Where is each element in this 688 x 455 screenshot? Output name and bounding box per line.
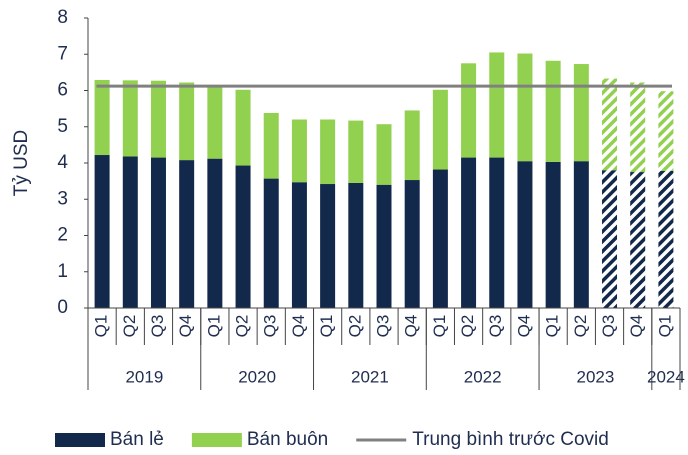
bar-segment — [517, 161, 533, 308]
bar-segment — [263, 178, 279, 308]
bar-segment — [291, 182, 307, 308]
x-tick-label: Q2 — [571, 315, 590, 338]
x-tick-label: Q4 — [176, 315, 195, 338]
y-tick-label: 4 — [57, 152, 68, 173]
group-label: 2019 — [125, 367, 163, 386]
group-label: 2020 — [238, 367, 276, 386]
bar-segment — [150, 157, 166, 308]
bar-segment — [602, 78, 618, 171]
bar-segment — [432, 169, 448, 308]
bar-segment — [658, 91, 674, 171]
bar-segment — [263, 112, 279, 179]
legend-label: Trung bình trước Covid — [412, 429, 609, 450]
bar-segment — [461, 63, 477, 158]
bar-segment — [461, 157, 477, 308]
bar-segment — [404, 180, 420, 308]
legend-swatch — [191, 433, 242, 447]
y-tick-label: 5 — [57, 116, 68, 137]
bar-segment — [179, 160, 195, 308]
bar-segment — [235, 89, 251, 166]
bar-segment — [94, 155, 110, 308]
group-label: 2023 — [577, 367, 615, 386]
group-label: 2024 — [647, 367, 685, 386]
bar-segment — [207, 158, 223, 308]
x-tick-label: Q1 — [204, 315, 223, 338]
group-label: 2022 — [464, 367, 502, 386]
bar-segment — [122, 80, 138, 157]
x-tick-label: Q1 — [92, 315, 111, 338]
x-tick-label: Q1 — [317, 315, 336, 338]
bar-segment — [602, 170, 618, 308]
bar-segment — [545, 60, 561, 162]
x-tick-label: Q3 — [599, 315, 618, 338]
x-tick-label: Q3 — [261, 315, 280, 338]
bar-segment — [94, 79, 110, 156]
bar-segment — [320, 119, 336, 185]
legend-label: Bán buôn — [247, 429, 328, 450]
y-tick-label: 0 — [57, 297, 68, 318]
bar-segment — [348, 120, 364, 183]
y-tick-label: 1 — [57, 261, 68, 282]
y-tick-label: 2 — [57, 225, 68, 246]
bar-segment — [235, 165, 251, 308]
x-tick-label: Q3 — [486, 315, 505, 338]
bar-segment — [658, 170, 674, 308]
x-tick-label: Q2 — [458, 315, 477, 338]
bar-segment — [376, 124, 392, 185]
x-tick-label: Q1 — [655, 315, 674, 338]
bar-segment — [207, 86, 223, 159]
bar-segment — [432, 89, 448, 170]
bar-segment — [348, 182, 364, 308]
x-tick-label: Q4 — [402, 315, 421, 338]
x-tick-label: Q4 — [627, 315, 646, 338]
x-tick-label: Q3 — [148, 315, 167, 338]
bar-segment — [404, 110, 420, 181]
bar-segment — [573, 161, 589, 308]
x-tick-label: Q2 — [233, 315, 252, 338]
bar-segment — [573, 64, 589, 162]
bar-segment — [291, 119, 307, 183]
y-axis-label: Tỷ USD — [11, 130, 32, 197]
x-tick-label: Q4 — [289, 315, 308, 338]
bar-segment — [179, 82, 195, 161]
bar-segment — [630, 82, 646, 173]
x-tick-label: Q1 — [430, 315, 449, 338]
x-tick-label: Q3 — [373, 315, 392, 338]
x-tick-label: Q2 — [345, 315, 364, 338]
bar-segment — [545, 161, 561, 308]
bar-segment — [122, 156, 138, 308]
y-tick-label: 7 — [57, 43, 68, 64]
y-tick-label: 6 — [57, 80, 68, 101]
bar-segment — [150, 80, 166, 158]
legend-label: Bán lẻ — [110, 429, 164, 450]
bar-segment — [489, 52, 505, 158]
bar-segment — [376, 184, 392, 308]
bar-segment — [489, 157, 505, 308]
x-tick-label: Q2 — [120, 315, 139, 338]
x-tick-label: Q1 — [543, 315, 562, 338]
group-label: 2021 — [351, 367, 389, 386]
legend-swatch — [55, 433, 105, 447]
x-tick-label: Q4 — [514, 315, 533, 338]
y-tick-label: 3 — [57, 188, 68, 209]
bar-segment — [517, 53, 533, 162]
bar-segment — [320, 184, 336, 308]
y-tick-label: 8 — [57, 7, 68, 28]
bar-segment — [630, 172, 646, 308]
